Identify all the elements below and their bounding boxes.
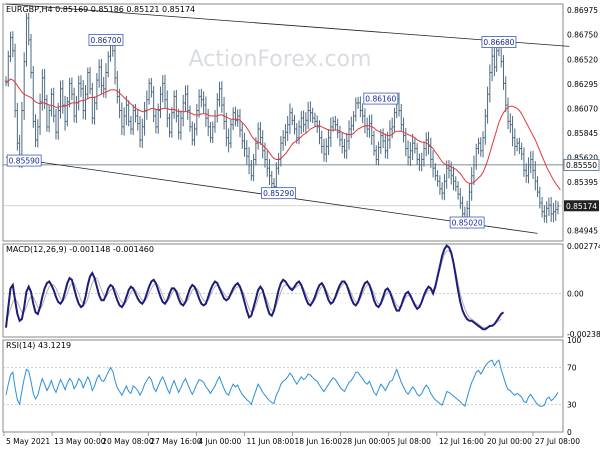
price-annotation-label: 0.86700	[90, 36, 121, 45]
macd-y-tick-label: 0.00	[567, 289, 584, 298]
rsi-y-axis: 100 70 30 0	[567, 336, 582, 437]
level-price-tag	[563, 158, 600, 171]
price-annotation-box	[261, 187, 296, 200]
price-y-tick-label: 0.86750	[567, 30, 598, 39]
macd-panel-frame	[2, 243, 564, 338]
rsi-level-lines	[3, 367, 563, 405]
moving-average-line	[5, 78, 561, 191]
price-annotation-label: 0.85590	[9, 157, 40, 166]
price-panel: ActionForex.com 0.855900.867000.852900.8…	[2, 3, 600, 242]
price-y-tick-label: 0.86070	[567, 104, 598, 113]
macd-panel-title: MACD(12,26,9) -0.001148 -0.001460	[6, 245, 154, 254]
macd-main-line	[5, 244, 505, 331]
macd-panel: MACD(12,26,9) -0.001148 -0.001460 0.0027…	[2, 242, 600, 339]
last-price-tag-label: 0.85174	[566, 202, 597, 211]
price-annotation-label: 0.85020	[452, 219, 483, 228]
price-y-tick-label: 0.84945	[567, 227, 598, 236]
rsi-y-tick-label: 30	[567, 400, 577, 409]
price-annotation-box	[6, 154, 42, 167]
price-panel-frame	[2, 3, 564, 242]
price-annotation-label: 0.86680	[483, 38, 514, 47]
price-annotation-label: 0.85290	[263, 189, 294, 198]
last-price-tag	[564, 200, 599, 212]
rsi-panel-title: RSI(14) 43.1219	[6, 341, 71, 350]
rsi-y-tick-label: 100	[567, 336, 582, 345]
price-annotation-box	[88, 33, 124, 46]
time-tick-label: 4 Jun 00:00	[198, 437, 241, 446]
time-tick-label: 5 May 2021	[6, 437, 50, 446]
time-tick-label: 18 Jun 16:00	[295, 437, 343, 446]
price-y-tick-label: 0.85845	[567, 129, 598, 138]
level-price-tag-label: 0.85550	[566, 161, 597, 170]
macd-y-axis: 0.002774 0.00 -0.002383	[567, 242, 600, 339]
time-tick-label: 13 May 00:00	[54, 437, 106, 446]
price-panel-title: EURGBP,H4 0.85169 0.85186 0.85121 0.8517…	[6, 5, 195, 14]
price-y-tick-label: 0.86295	[567, 80, 598, 89]
price-y-axis: 0.86975 0.86750 0.86520 0.86295 0.86070 0.858…	[563, 6, 600, 236]
price-annotations: 0.85590 0.86700 0.85290 0.86160 0.85020 0.866…	[6, 33, 517, 229]
price-annotation-box	[481, 36, 517, 48]
rsi-y-tick-label: 70	[567, 364, 577, 373]
price-y-tick-label: 0.85395	[567, 178, 598, 187]
rsi-panel-frame	[2, 339, 564, 433]
macd-y-tick-label: 0.002774	[567, 242, 600, 251]
time-tick-label: 12 Jul 16:00	[439, 437, 484, 446]
price-annotation-box	[449, 216, 485, 229]
price-y-tick-label: 0.86975	[567, 6, 598, 15]
price-y-tick-label: 0.85620	[567, 153, 598, 162]
time-tick-label: 27 May 16:00	[150, 437, 202, 446]
rsi-line	[5, 359, 559, 408]
price-annotation-label: 0.86160	[365, 95, 396, 104]
watermark: ActionForex.com	[189, 47, 372, 72]
time-tick-label: 28 Jun 00:00	[343, 437, 391, 446]
time-tick-label: 5 Jul 08:00	[391, 437, 431, 446]
rsi-panel: RSI(14) 43.1219 100 70 30 0	[2, 336, 582, 437]
macd-y-tick-label: -0.002383	[567, 330, 600, 339]
time-tick-label: 27 Jul 08:00	[535, 437, 580, 446]
price-bars	[4, 12, 560, 230]
channel-upper-line	[5, 3, 570, 47]
time-tick-label: 20 May 08:00	[102, 437, 154, 446]
rsi-y-tick-label: 0	[567, 428, 572, 437]
time-tick-label: 11 Jun 08:00	[246, 437, 294, 446]
price-annotation-box	[363, 92, 399, 105]
time-tick-label: 20 Jul 00:00	[487, 437, 532, 446]
price-y-tick-label: 0.86520	[567, 55, 598, 64]
